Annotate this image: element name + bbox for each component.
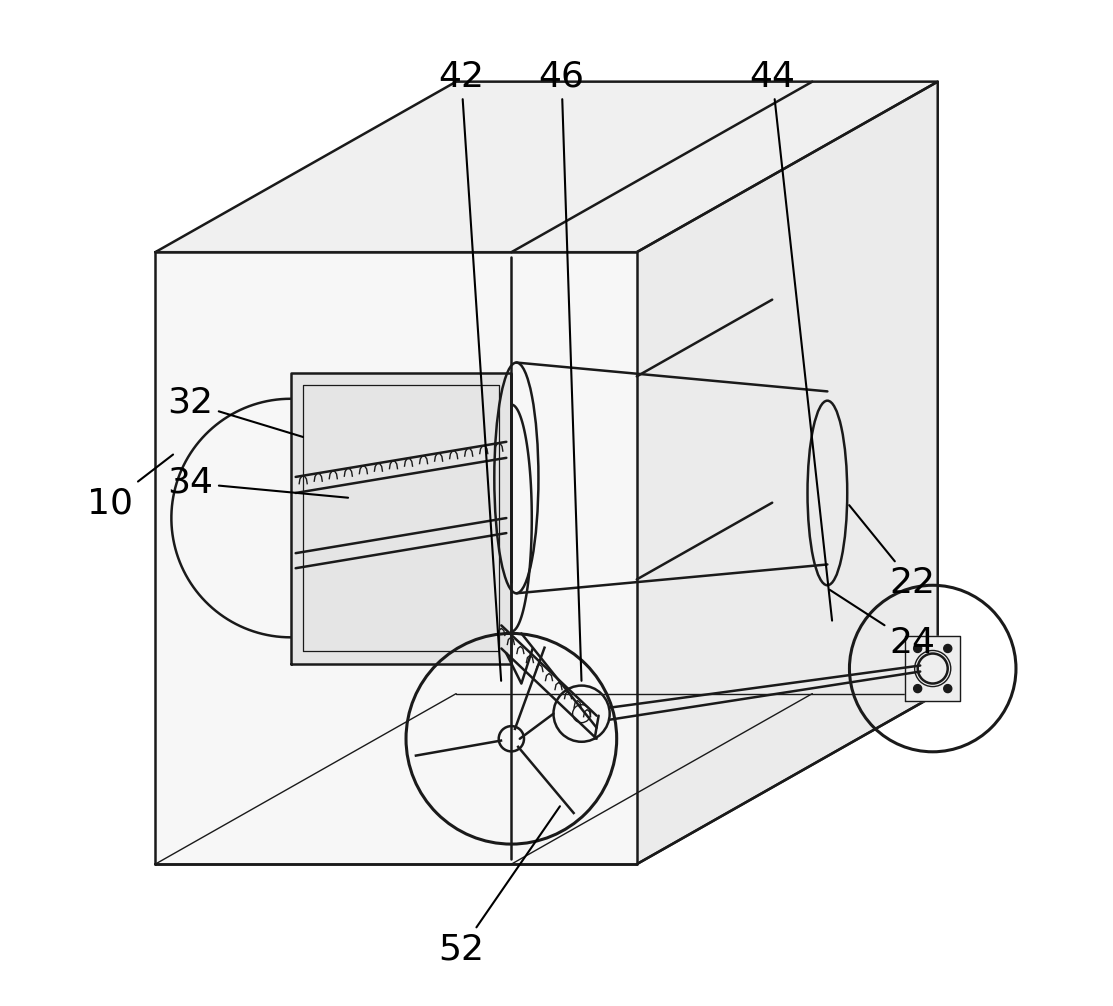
Polygon shape bbox=[905, 636, 961, 701]
Circle shape bbox=[914, 685, 922, 692]
Text: 10: 10 bbox=[87, 455, 174, 520]
Circle shape bbox=[914, 645, 922, 653]
Text: 22: 22 bbox=[849, 505, 936, 601]
Text: 24: 24 bbox=[829, 590, 936, 661]
Polygon shape bbox=[637, 81, 938, 864]
Text: 46: 46 bbox=[539, 59, 584, 681]
Circle shape bbox=[944, 645, 952, 653]
Text: 42: 42 bbox=[439, 59, 501, 681]
Polygon shape bbox=[155, 81, 938, 253]
Text: 34: 34 bbox=[167, 466, 348, 500]
Polygon shape bbox=[290, 372, 511, 664]
Text: 52: 52 bbox=[439, 806, 560, 967]
Circle shape bbox=[944, 685, 952, 692]
Text: 32: 32 bbox=[167, 385, 303, 437]
Text: 44: 44 bbox=[749, 59, 833, 621]
Polygon shape bbox=[155, 253, 637, 864]
